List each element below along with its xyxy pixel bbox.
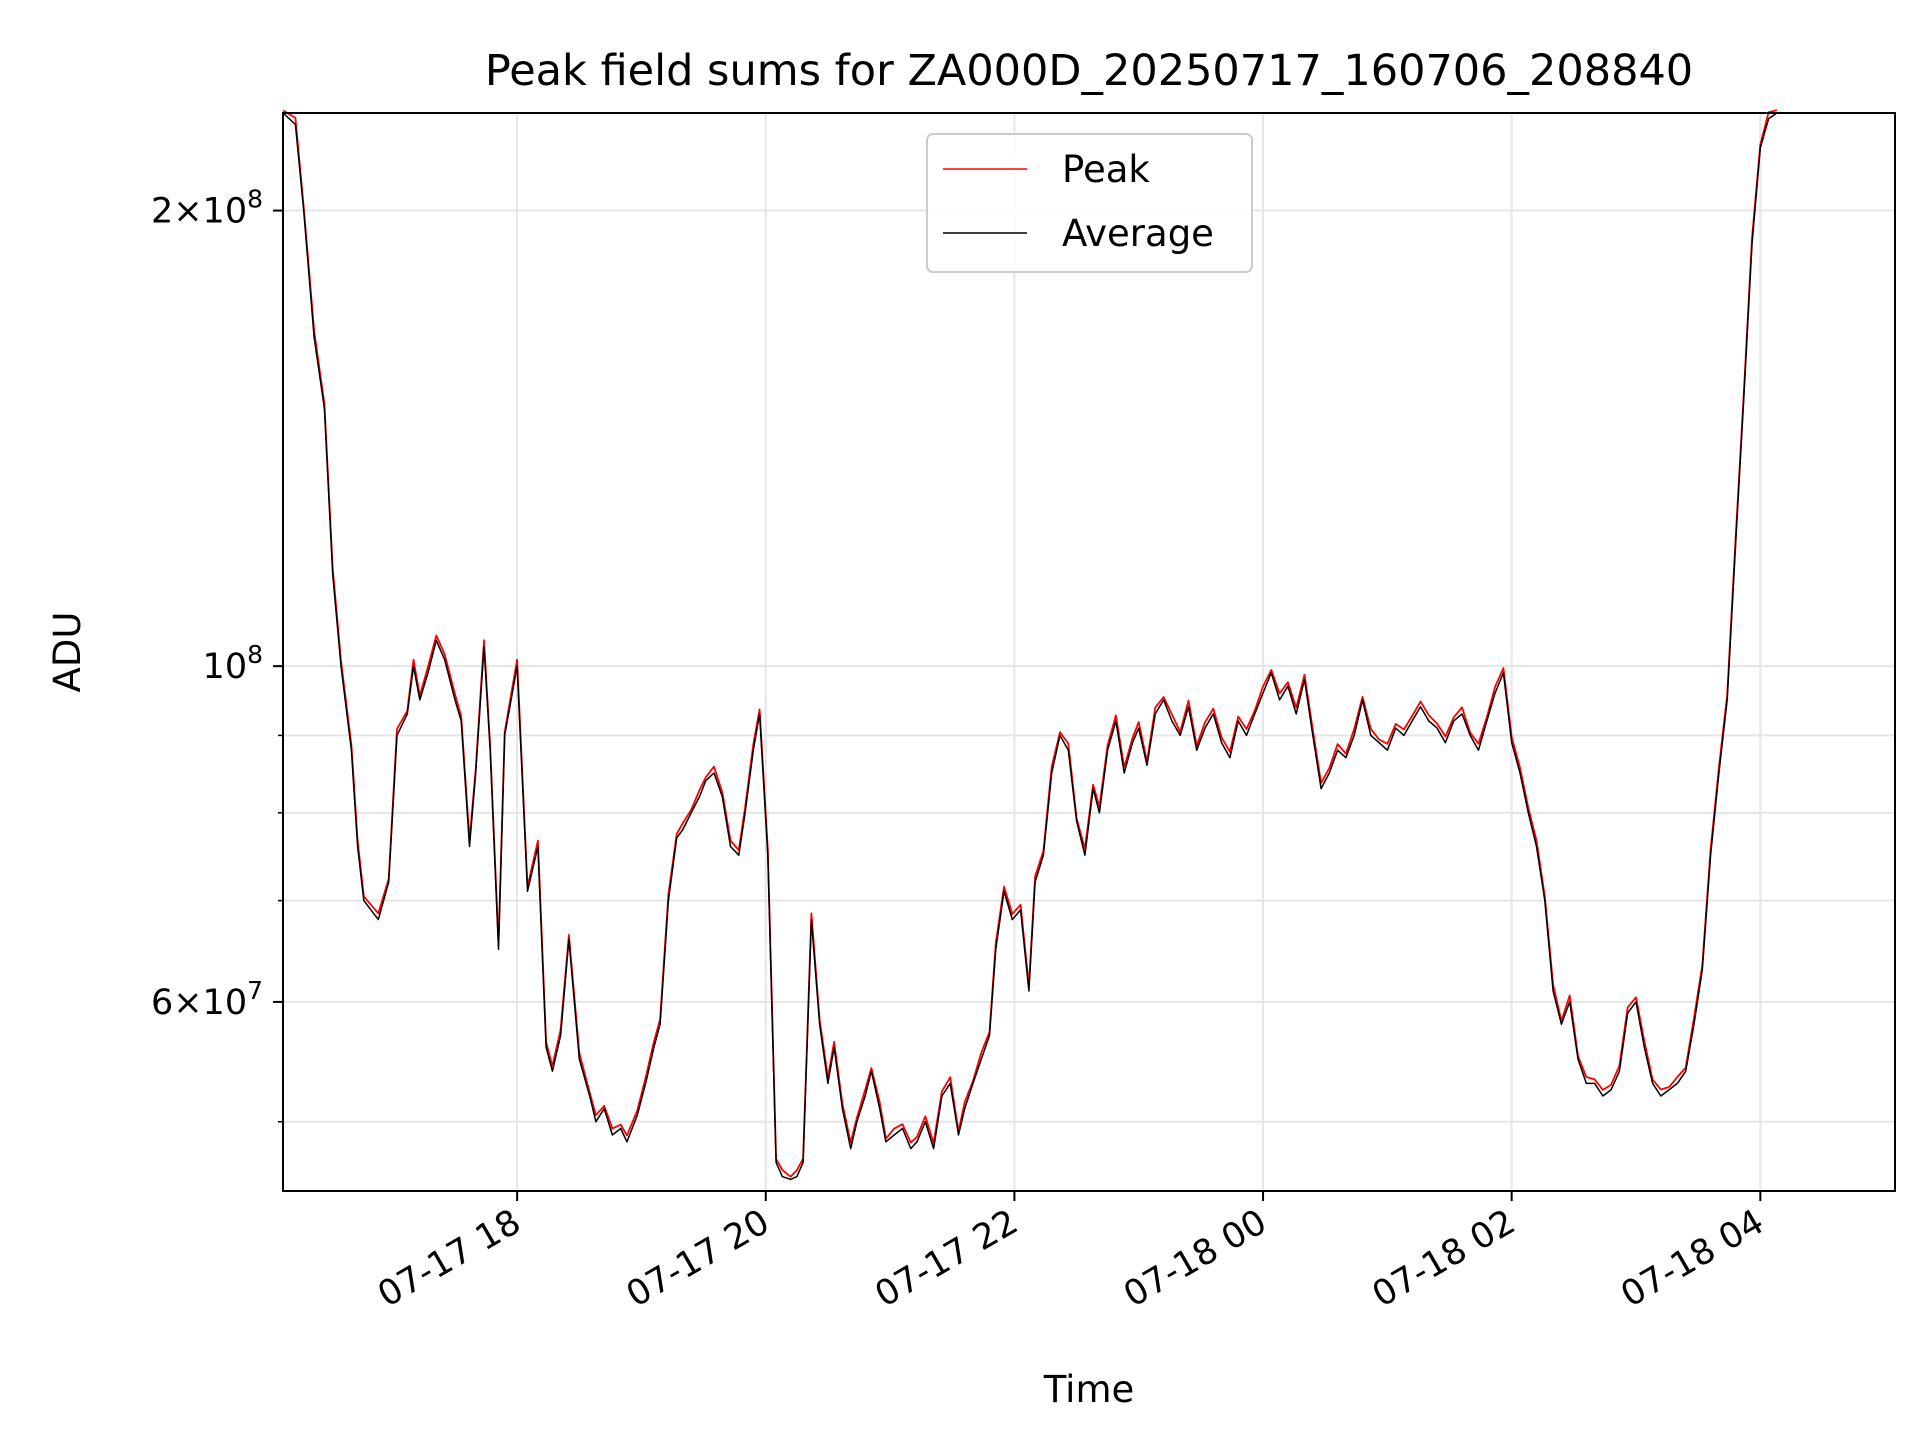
legend: Peak Average [926, 133, 1253, 273]
series-average-line [282, 112, 1778, 1181]
x-axis-label: Time [1043, 1368, 1135, 1411]
y-tick-label: 108 [203, 640, 263, 687]
legend-label-peak: Peak [1062, 148, 1150, 191]
chart-title: Peak field sums for ZA000D_20250717_1607… [485, 46, 1693, 96]
plot-frame [282, 112, 1896, 1192]
legend-label-average: Average [1062, 212, 1214, 255]
y-tick-label: 6×107 [151, 976, 263, 1023]
y-tick-label: 2×108 [151, 185, 263, 232]
y-axis-label: ADU [46, 612, 89, 693]
series-layer [282, 109, 1778, 1181]
